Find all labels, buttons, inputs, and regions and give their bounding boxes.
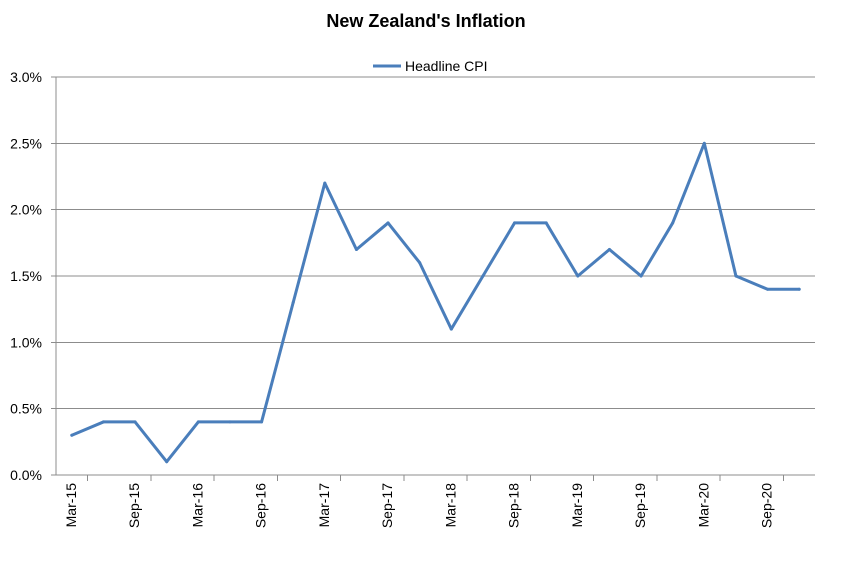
- legend: Headline CPI: [373, 58, 488, 74]
- chart-title: New Zealand's Inflation: [326, 11, 525, 31]
- data-point: [323, 181, 327, 185]
- data-point: [386, 221, 390, 225]
- series-group: [70, 141, 801, 464]
- data-point: [576, 274, 580, 278]
- y-tick-label: 1.0%: [10, 334, 42, 350]
- y-tick-label: 1.5%: [10, 268, 42, 284]
- data-point: [70, 433, 74, 437]
- axes: [51, 76, 815, 481]
- legend-label: Headline CPI: [405, 58, 488, 74]
- y-tick-label: 3.0%: [10, 69, 42, 85]
- x-tick-label: Sep-18: [506, 483, 522, 528]
- data-point: [260, 420, 264, 424]
- x-tick-label: Sep-19: [632, 483, 648, 528]
- data-point: [702, 141, 706, 145]
- data-point: [797, 287, 801, 291]
- data-point: [481, 274, 485, 278]
- data-point: [101, 420, 105, 424]
- data-point: [165, 460, 169, 464]
- x-axis-tick-labels: Mar-15 Sep-15 Mar-16 Sep-16 Mar-17 Sep-17 Mar-…: [63, 483, 775, 528]
- y-tick-label: 0.0%: [10, 467, 42, 483]
- x-tick-label: Mar-19: [569, 483, 585, 528]
- x-tick-label: Mar-18: [442, 483, 458, 528]
- data-point: [671, 221, 675, 225]
- data-point: [133, 420, 137, 424]
- data-point: [291, 301, 295, 305]
- data-point: [354, 247, 358, 251]
- y-tick-label: 2.5%: [10, 135, 42, 151]
- x-tick-label: Mar-16: [189, 483, 205, 528]
- data-point: [228, 420, 232, 424]
- x-tick-label: Sep-15: [126, 483, 142, 528]
- data-point: [544, 221, 548, 225]
- x-tick-label: Sep-16: [253, 483, 269, 528]
- x-tick-label: Mar-20: [695, 483, 711, 528]
- x-tick-label: Sep-20: [759, 483, 775, 528]
- data-point: [418, 261, 422, 265]
- data-point: [449, 327, 453, 331]
- x-tick-label: Mar-17: [316, 483, 332, 528]
- y-axis-tick-labels: 0.0% 0.5% 1.0% 1.5% 2.0% 2.5% 3.0%: [10, 69, 42, 483]
- data-point: [639, 274, 643, 278]
- series-line-headline-cpi: [70, 141, 801, 464]
- data-point: [766, 287, 770, 291]
- gridlines: [56, 76, 815, 410]
- data-point: [196, 420, 200, 424]
- data-point: [734, 274, 738, 278]
- x-tick-label: Sep-17: [379, 483, 395, 528]
- y-tick-label: 2.0%: [10, 202, 42, 218]
- data-point: [513, 221, 517, 225]
- x-tick-label: Mar-15: [63, 483, 79, 528]
- data-point: [607, 247, 611, 251]
- y-tick-label: 0.5%: [10, 401, 42, 417]
